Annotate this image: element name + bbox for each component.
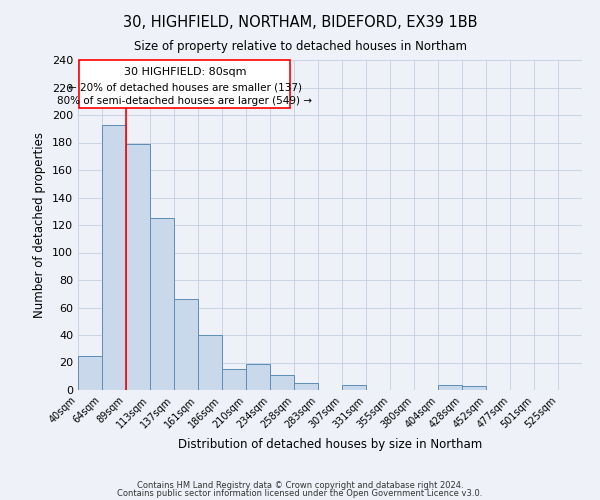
Bar: [342, 384, 366, 390]
Text: Size of property relative to detached houses in Northam: Size of property relative to detached ho…: [133, 40, 467, 53]
Text: ← 20% of detached houses are smaller (137): ← 20% of detached houses are smaller (13…: [68, 82, 302, 92]
X-axis label: Distribution of detached houses by size in Northam: Distribution of detached houses by size …: [178, 438, 482, 451]
Bar: [126, 144, 150, 390]
Bar: [174, 299, 198, 390]
Y-axis label: Number of detached properties: Number of detached properties: [34, 132, 46, 318]
Bar: [246, 364, 270, 390]
Bar: [294, 383, 318, 390]
Text: Contains public sector information licensed under the Open Government Licence v3: Contains public sector information licen…: [118, 489, 482, 498]
Bar: [270, 375, 294, 390]
Bar: [438, 384, 462, 390]
Bar: [102, 124, 126, 390]
Bar: [198, 335, 222, 390]
FancyBboxPatch shape: [79, 60, 290, 108]
Text: Contains HM Land Registry data © Crown copyright and database right 2024.: Contains HM Land Registry data © Crown c…: [137, 480, 463, 490]
Bar: [222, 370, 246, 390]
Text: 80% of semi-detached houses are larger (549) →: 80% of semi-detached houses are larger (…: [58, 96, 313, 106]
Text: 30, HIGHFIELD, NORTHAM, BIDEFORD, EX39 1BB: 30, HIGHFIELD, NORTHAM, BIDEFORD, EX39 1…: [123, 15, 477, 30]
Bar: [78, 356, 102, 390]
Text: 30 HIGHFIELD: 80sqm: 30 HIGHFIELD: 80sqm: [124, 67, 246, 77]
Bar: [462, 386, 486, 390]
Bar: [150, 218, 174, 390]
